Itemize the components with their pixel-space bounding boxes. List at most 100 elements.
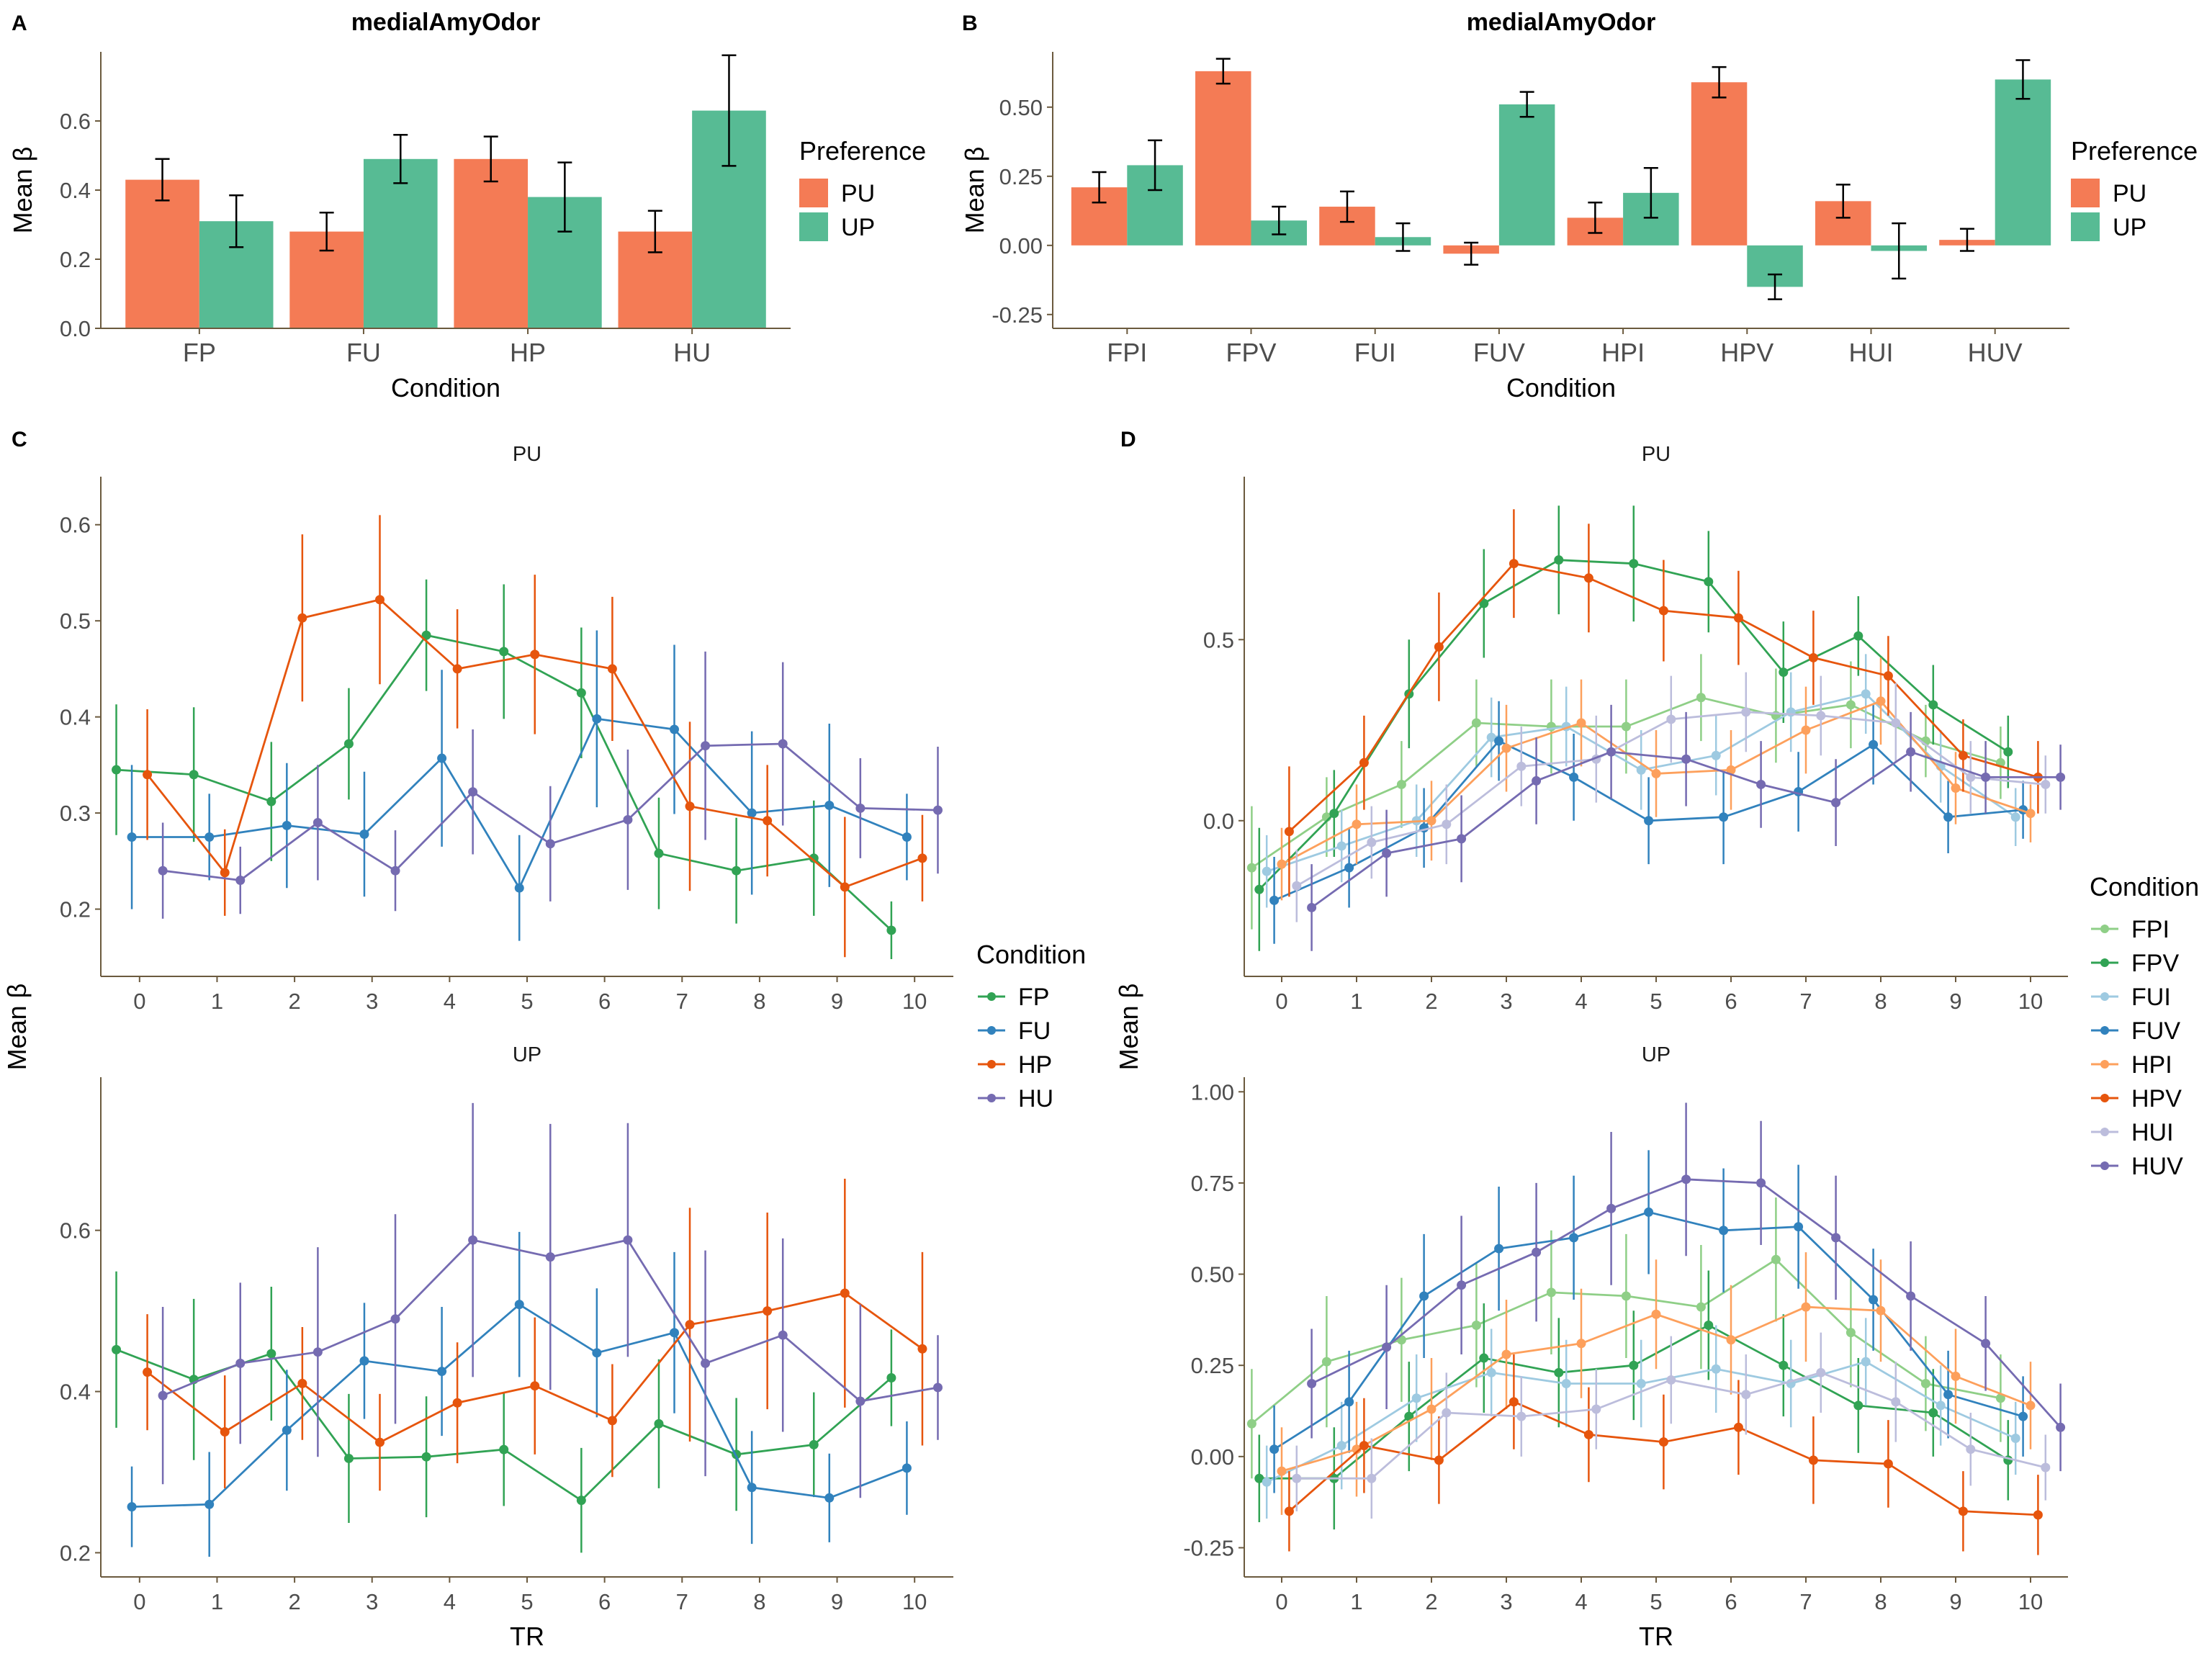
panel-d-up-point-fuv xyxy=(1794,1222,1804,1232)
panel-d-up-point-hpi xyxy=(1352,1444,1362,1455)
panel-d-up-x-tick-label: 10 xyxy=(2018,1589,2043,1614)
panel-c-pu-point-hp xyxy=(917,853,927,863)
panel-b-x-tick-label-fuv: FUV xyxy=(1473,338,1525,367)
panel-d-x-axis-title: TR xyxy=(1639,1622,1673,1651)
panel-d-pu-x-tick-label: 4 xyxy=(1575,989,1587,1014)
panel-d-pu-point-hpi xyxy=(1277,859,1287,869)
panel-c-up-x-tick-label: 3 xyxy=(366,1589,378,1614)
panel-c-legend-label-hu: HU xyxy=(1018,1085,1053,1112)
panel-c-legend-title: Condition xyxy=(976,940,1086,969)
panel-d-up-series-fpi xyxy=(1246,1197,2005,1479)
panel-c-up-y-tick-label: 0.6 xyxy=(60,1218,91,1244)
panel-c-up-point-hu xyxy=(313,1347,323,1357)
panel-c-up-point-hu xyxy=(390,1314,400,1324)
panel-d-pu-strip-title: PU xyxy=(1642,443,1671,466)
panel-a-legend-key-up xyxy=(799,212,828,241)
panel-d-pu-point-hui xyxy=(1891,718,1901,728)
panel-d-pu-point-fpv xyxy=(1779,667,1789,678)
panel-d-pu-point-huv xyxy=(1382,848,1392,858)
panel-b: medialAmyOdor -0.25 0.00 0.25 0.50 FPI FPV FUI F… xyxy=(960,9,2198,403)
panel-a-x-tick-label-hp: HP xyxy=(510,338,546,367)
panel-d-up-point-huv xyxy=(1606,1203,1617,1213)
panel-c-pu-point-hp xyxy=(763,816,773,826)
panel-a-y-axis-title: Mean β xyxy=(8,147,37,234)
panel-d-pu-point-hpi xyxy=(1951,783,1961,793)
panel-d-up-y-tick-label: -0.25 xyxy=(1183,1535,1234,1560)
panel-c-pu-y-tick-label: 0.3 xyxy=(60,801,91,826)
panel-d-legend-label-hpv: HPV xyxy=(2131,1085,2182,1112)
panel-c-up-point-fu xyxy=(747,1483,757,1493)
panel-c-pu-x-tick-label: 4 xyxy=(444,989,456,1014)
panel-d-up-x-tick-label: 9 xyxy=(1949,1589,1961,1614)
panel-d-up-y-tick-label: 0.00 xyxy=(1191,1444,1234,1470)
panel-d-pu-point-fui xyxy=(1636,765,1646,775)
panel-d-up-point-huv xyxy=(1981,1339,1991,1349)
panel-d-up-point-fuv xyxy=(1569,1233,1579,1243)
panel-c-pu-point-fp xyxy=(654,848,664,858)
panel-d-pu-point-hui xyxy=(1816,711,1826,721)
panel-c-up-x-tick-label: 1 xyxy=(211,1589,223,1614)
panel-d-pu-point-huv xyxy=(1681,754,1691,764)
panel-c-pu-point-hp xyxy=(530,649,540,660)
panel-c-up-point-hp xyxy=(143,1367,153,1377)
panel-d-up-point-hpi xyxy=(1501,1349,1511,1359)
panel-c-pu-point-fu xyxy=(514,883,524,893)
panel-c-pu-point-hu xyxy=(701,741,711,751)
panel-c-up-point-fu xyxy=(670,1328,680,1338)
panel-d-pu-point-hui xyxy=(1292,881,1302,891)
panel-d-legend-label-fuv: FUV xyxy=(2131,1017,2180,1045)
panel-c-up-x-tick-label: 10 xyxy=(902,1589,927,1614)
panel-d-up-x-tick-label: 0 xyxy=(1275,1589,1287,1614)
panel-d-pu-series-hui xyxy=(1292,672,2051,922)
panel-d-up-point-huv xyxy=(1307,1379,1317,1389)
panel-d-pu-series-fui xyxy=(1262,654,2020,908)
panel-d-pu-y-tick-label: 0.5 xyxy=(1203,627,1234,652)
panel-c-up-x-tick-label: 2 xyxy=(288,1589,300,1614)
panel-d-pu-point-fpv xyxy=(2003,747,2013,757)
panel-c-up-point-fp xyxy=(499,1444,509,1455)
panel-d-up-point-hui xyxy=(1442,1408,1452,1418)
panel-d-up-point-fui xyxy=(1561,1379,1571,1389)
panel-b-x-tick-label-huv: HUV xyxy=(1968,338,2023,367)
panel-c-up-point-fu xyxy=(127,1502,137,1512)
panel-label-c: C xyxy=(12,428,27,451)
panel-d-up-series-hpv xyxy=(1284,1354,2043,1555)
panel-d-up-point-fuv xyxy=(1719,1226,1729,1236)
panel-d-pu-point-fuv xyxy=(1719,812,1729,822)
panel-c-up-point-hp xyxy=(220,1427,230,1437)
panel-b-x-tick-label-hui: HUI xyxy=(1848,338,1893,367)
panel-d-up-x-tick-label: 7 xyxy=(1799,1589,1812,1614)
panel-c-up-x-tick-label: 9 xyxy=(831,1589,843,1614)
panel-d-pu-point-hpi xyxy=(1426,816,1437,826)
panel-d-up-point-hpv xyxy=(1359,1441,1369,1451)
panel-c-up-point-fu xyxy=(592,1348,602,1358)
panel-c-pu-x-tick-label: 3 xyxy=(366,989,378,1014)
panel-d-pu-point-hui xyxy=(1367,837,1377,848)
panel-d-pu-point-hui xyxy=(1966,772,1976,782)
panel-d-pu-point-hpi xyxy=(2026,809,2036,819)
panel-c-up-point-fu xyxy=(902,1463,912,1473)
panel-c-up-point-hp xyxy=(297,1378,307,1388)
panel-d-up-point-hui xyxy=(1816,1367,1826,1377)
panel-d-up-point-fuv xyxy=(1269,1444,1280,1455)
panel-d-up-point-hpi xyxy=(1576,1339,1586,1349)
panel-c-pu-point-fu xyxy=(824,800,835,810)
panel-c-pu-point-fp xyxy=(809,853,819,863)
panel-b-x-axis-title: Condition xyxy=(1506,373,1616,403)
panel-d-pu-point-huv xyxy=(1307,902,1317,912)
panel-d-up-point-huv xyxy=(2056,1422,2066,1432)
panel-c-pu-point-fu xyxy=(902,832,912,842)
panel-d-pu-point-fuv xyxy=(1569,772,1579,782)
panel-c-pu-point-fu xyxy=(127,832,137,842)
panel-c-up-point-fp xyxy=(266,1349,276,1359)
panel-d-pu-x-tick-label: 10 xyxy=(2018,989,2043,1014)
panel-c-pu-y-tick-label: 0.5 xyxy=(60,608,91,634)
panel-c-pu-y-tick-label: 0.2 xyxy=(60,897,91,922)
panel-d-legend-key-point-fui xyxy=(2100,992,2109,1001)
panel-c-pu-series-fp xyxy=(112,579,896,959)
panel-c-x-axis-title: TR xyxy=(510,1622,544,1651)
panel-c-pu-point-fp xyxy=(732,866,742,876)
panel-c-up-facet: UP 0.2 0.4 0.6 0 1 2 3 4 5 6 7 8 9 10 xyxy=(60,1043,953,1614)
panel-c-pu-point-hu xyxy=(545,839,555,849)
